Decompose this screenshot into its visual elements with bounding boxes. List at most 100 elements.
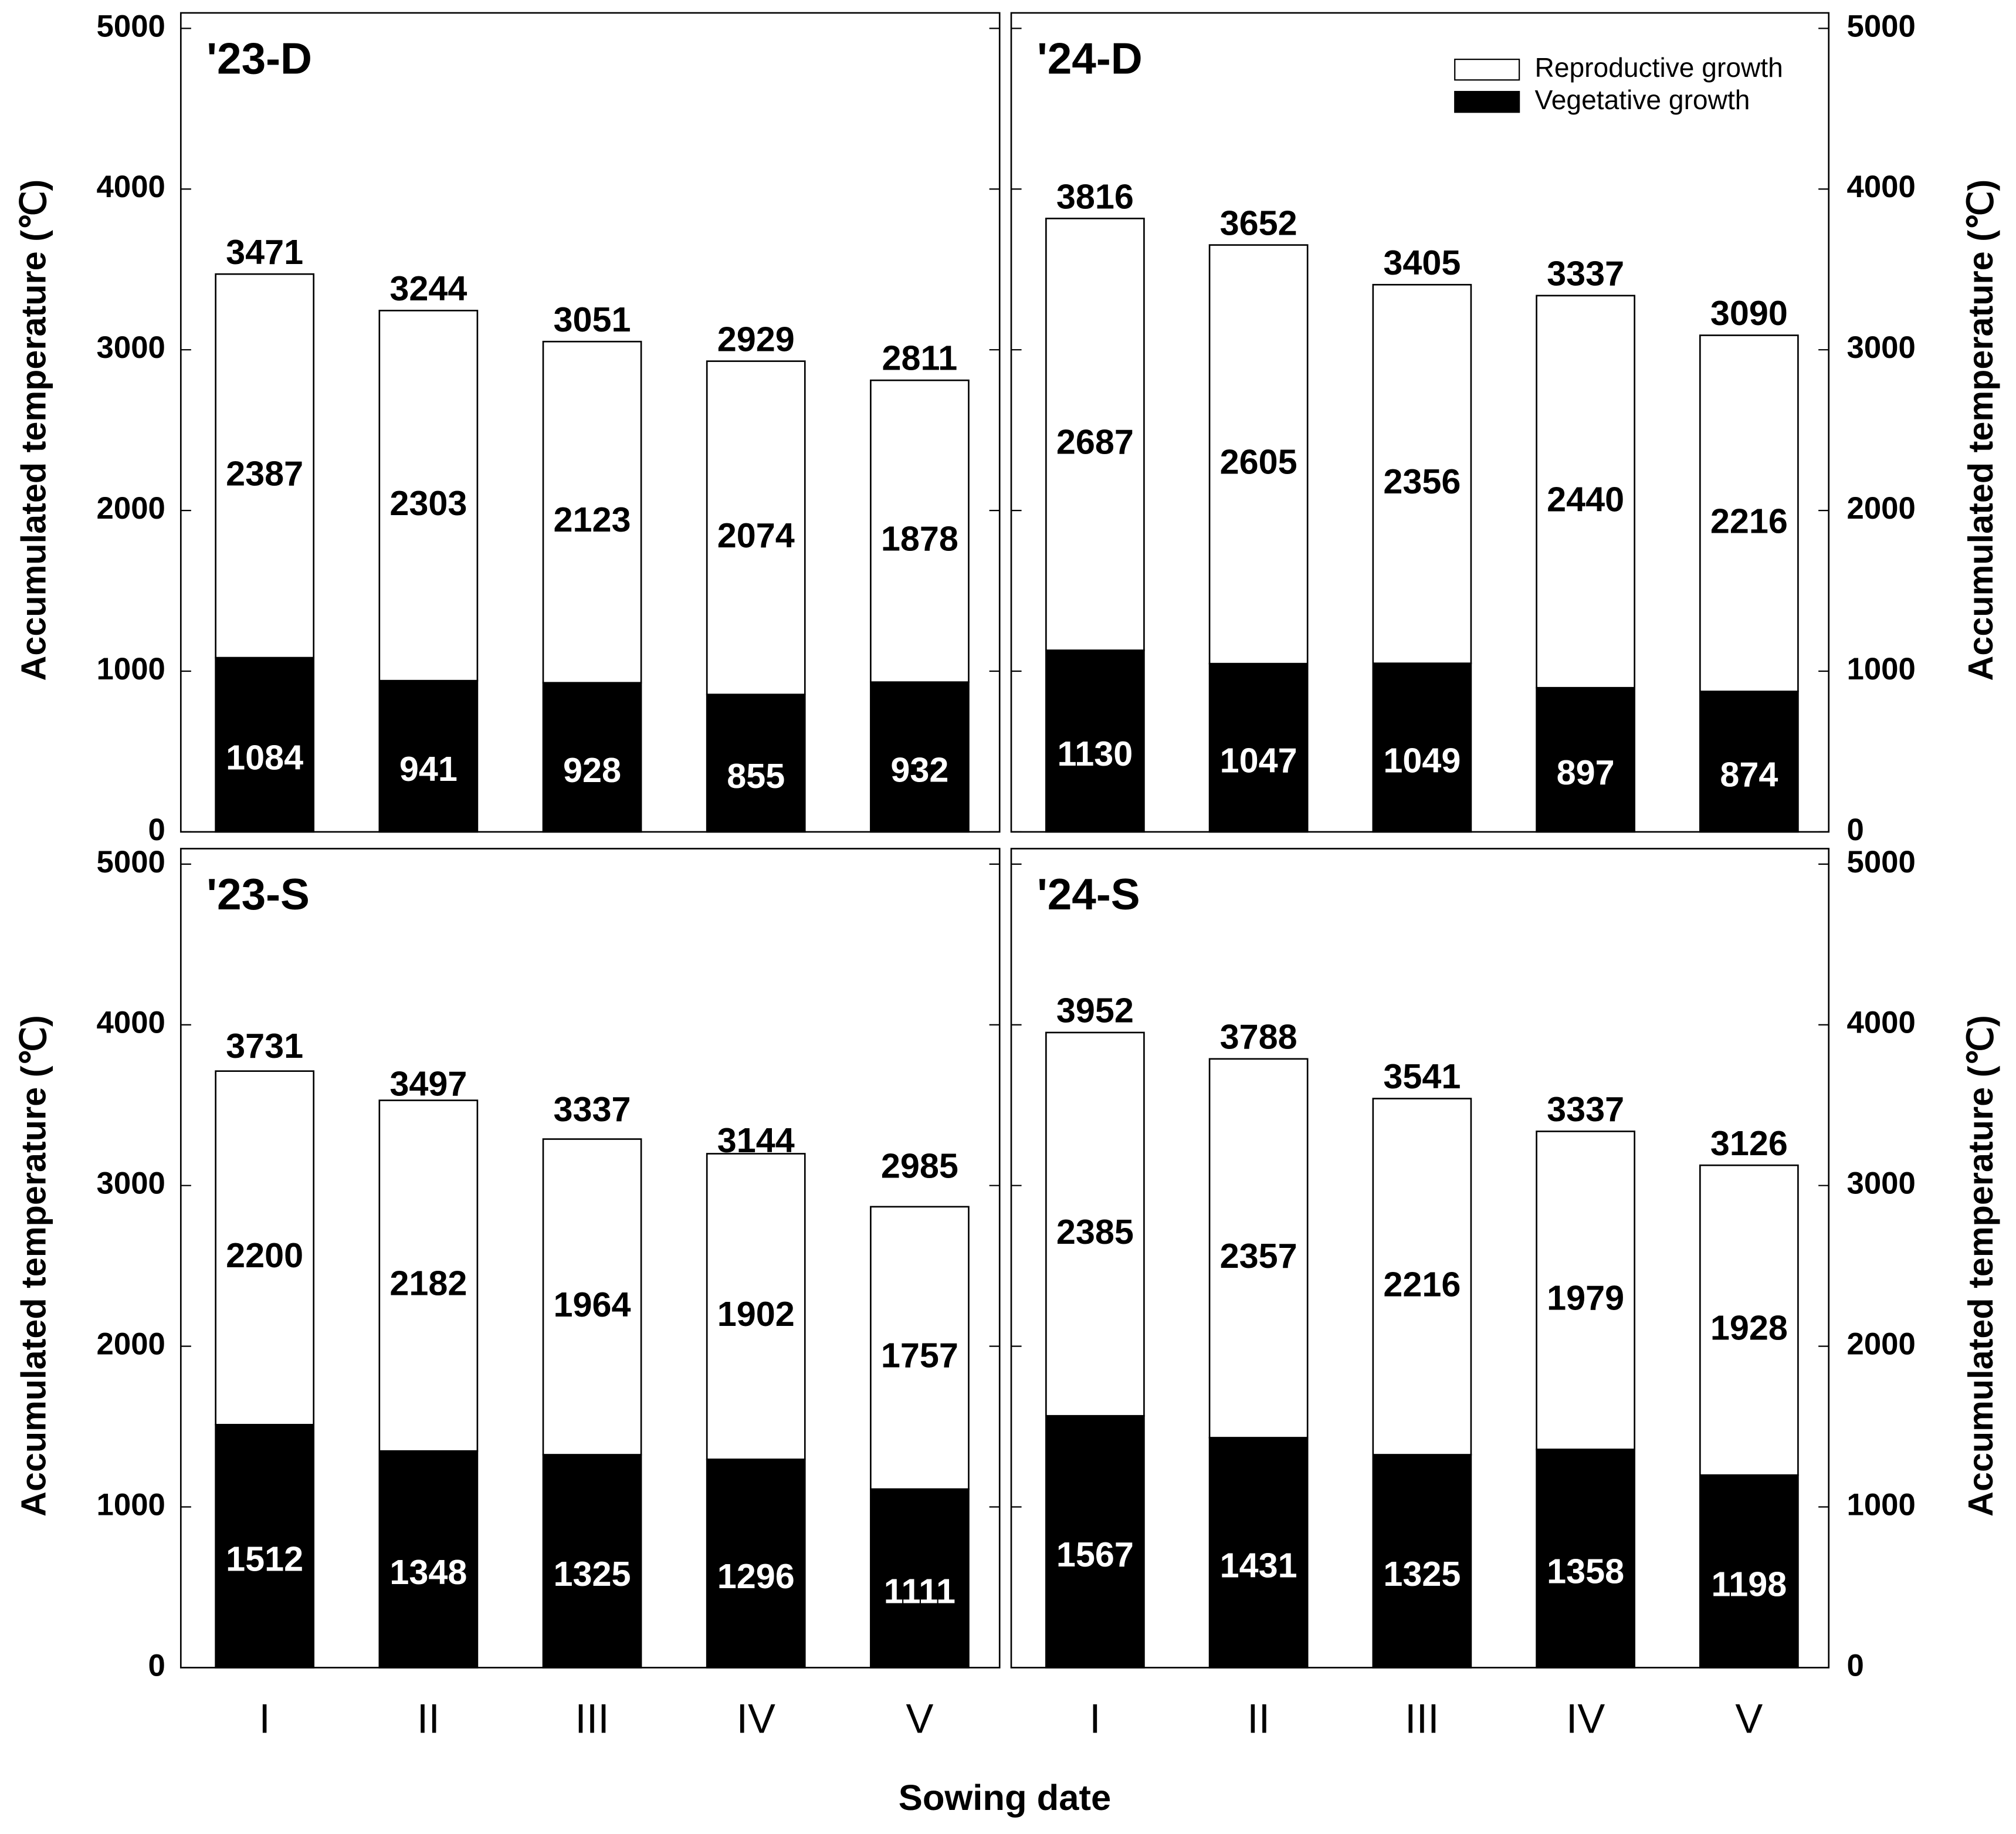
bar-segment	[542, 682, 642, 833]
total-label: 3816	[1056, 177, 1134, 216]
value-label: 2200	[226, 1236, 303, 1275]
total-label: 3497	[389, 1064, 467, 1103]
y-tick-label: 2000	[97, 1327, 165, 1362]
total-label: 3126	[1710, 1124, 1788, 1163]
bar-segment	[1536, 686, 1635, 833]
y-tick-label: 3000	[1847, 330, 1916, 365]
y-tick-label: 5000	[97, 9, 165, 43]
value-label: 897	[1557, 753, 1615, 792]
value-label: 1964	[554, 1285, 631, 1324]
bar-segment	[378, 1450, 479, 1669]
bar-segment	[1536, 295, 1635, 689]
bar-segment	[706, 360, 806, 696]
total-label: 2985	[881, 1146, 958, 1185]
value-label: 1198	[1711, 1564, 1787, 1603]
x-axis-label: Sowing date	[899, 1778, 1111, 1818]
panel-title: '23-D	[206, 33, 312, 83]
total-label: 3337	[554, 1089, 631, 1129]
value-label: 1049	[1383, 740, 1461, 780]
legend-label: Reproductive growth	[1535, 52, 1783, 83]
value-label: 874	[1720, 754, 1778, 794]
total-label: 3405	[1383, 243, 1461, 282]
bar-segment	[1372, 283, 1472, 664]
y-tick-label: 1000	[1847, 1487, 1916, 1522]
x-tick-label: IV	[737, 1695, 776, 1741]
value-label: 1567	[1056, 1535, 1134, 1574]
bar-segment	[1372, 1454, 1472, 1669]
total-label: 3090	[1710, 293, 1788, 333]
value-label: 2182	[389, 1264, 467, 1303]
y-tick-label: 2000	[1847, 1327, 1916, 1362]
panel-title: '24-S	[1037, 869, 1140, 919]
y-tick-label: 4000	[97, 1006, 165, 1040]
y-axis-label: Accumulated temperature (℃)	[1961, 1015, 2000, 1517]
value-label: 1431	[1220, 1545, 1297, 1585]
y-tick-label: 5000	[97, 845, 165, 879]
x-tick-label: III	[575, 1695, 609, 1741]
value-label: 2356	[1383, 462, 1461, 501]
y-tick-label: 0	[1847, 813, 1864, 847]
y-tick-label: 2000	[97, 491, 165, 526]
bar-segment	[870, 681, 970, 833]
legend-swatch	[1454, 59, 1520, 81]
bar-segment	[870, 379, 970, 683]
total-label: 3051	[554, 300, 631, 339]
bar-segment	[706, 693, 806, 833]
bar-segment	[1699, 334, 1799, 692]
value-label: 1296	[717, 1556, 795, 1596]
y-tick-label: 3000	[97, 1166, 165, 1201]
bar-segment	[1699, 691, 1799, 833]
y-tick-label: 0	[148, 1648, 165, 1683]
value-label: 2387	[226, 454, 303, 493]
bar-segment	[1208, 1058, 1309, 1439]
y-tick-label: 5000	[1847, 9, 1916, 43]
value-label: 1979	[1547, 1278, 1624, 1318]
value-label: 941	[399, 749, 458, 789]
value-label: 1130	[1058, 734, 1133, 773]
y-tick-label: 3000	[97, 330, 165, 365]
value-label: 1084	[226, 738, 303, 777]
value-label: 1902	[717, 1294, 795, 1334]
value-label: 1878	[881, 519, 958, 559]
total-label: 3788	[1220, 1017, 1297, 1057]
panel-title: '24-D	[1037, 33, 1143, 83]
bar-segment	[1045, 218, 1145, 651]
x-tick-label: V	[906, 1695, 933, 1741]
total-label: 3541	[1383, 1057, 1461, 1096]
bar-segment	[378, 310, 479, 682]
y-tick-label: 1000	[97, 1487, 165, 1522]
bar-segment	[1208, 244, 1309, 665]
x-tick-label: I	[1089, 1695, 1101, 1741]
total-label: 3731	[226, 1026, 303, 1065]
bar-segment	[378, 1099, 479, 1452]
value-label: 1757	[881, 1336, 958, 1375]
value-label: 1047	[1220, 741, 1297, 780]
x-tick-label: II	[1247, 1695, 1270, 1741]
bar-segment	[215, 273, 315, 659]
legend-label: Vegetative growth	[1535, 84, 1750, 115]
value-label: 1358	[1547, 1551, 1624, 1591]
y-axis-label: Accumulated temperature (℃)	[14, 180, 53, 681]
bar-segment	[1208, 662, 1309, 833]
y-tick-label: 2000	[1847, 491, 1916, 526]
bar-segment	[1699, 1164, 1799, 1476]
value-label: 855	[727, 756, 785, 796]
value-label: 2123	[554, 500, 631, 539]
value-label: 1928	[1710, 1308, 1788, 1347]
bar-segment	[215, 1070, 315, 1426]
y-tick-label: 4000	[1847, 170, 1916, 204]
value-label: 2605	[1220, 442, 1297, 482]
x-tick-label: IV	[1566, 1695, 1605, 1741]
bar-segment	[706, 1153, 806, 1460]
value-label: 1325	[554, 1554, 631, 1593]
bar-segment	[1536, 1131, 1635, 1450]
total-label: 2929	[717, 319, 795, 358]
total-label: 2811	[882, 339, 958, 378]
value-label: 2385	[1056, 1212, 1134, 1251]
value-label: 2357	[1220, 1236, 1297, 1275]
y-tick-label: 0	[1847, 1648, 1864, 1683]
total-label: 3652	[1220, 203, 1297, 242]
value-label: 2440	[1547, 479, 1624, 519]
